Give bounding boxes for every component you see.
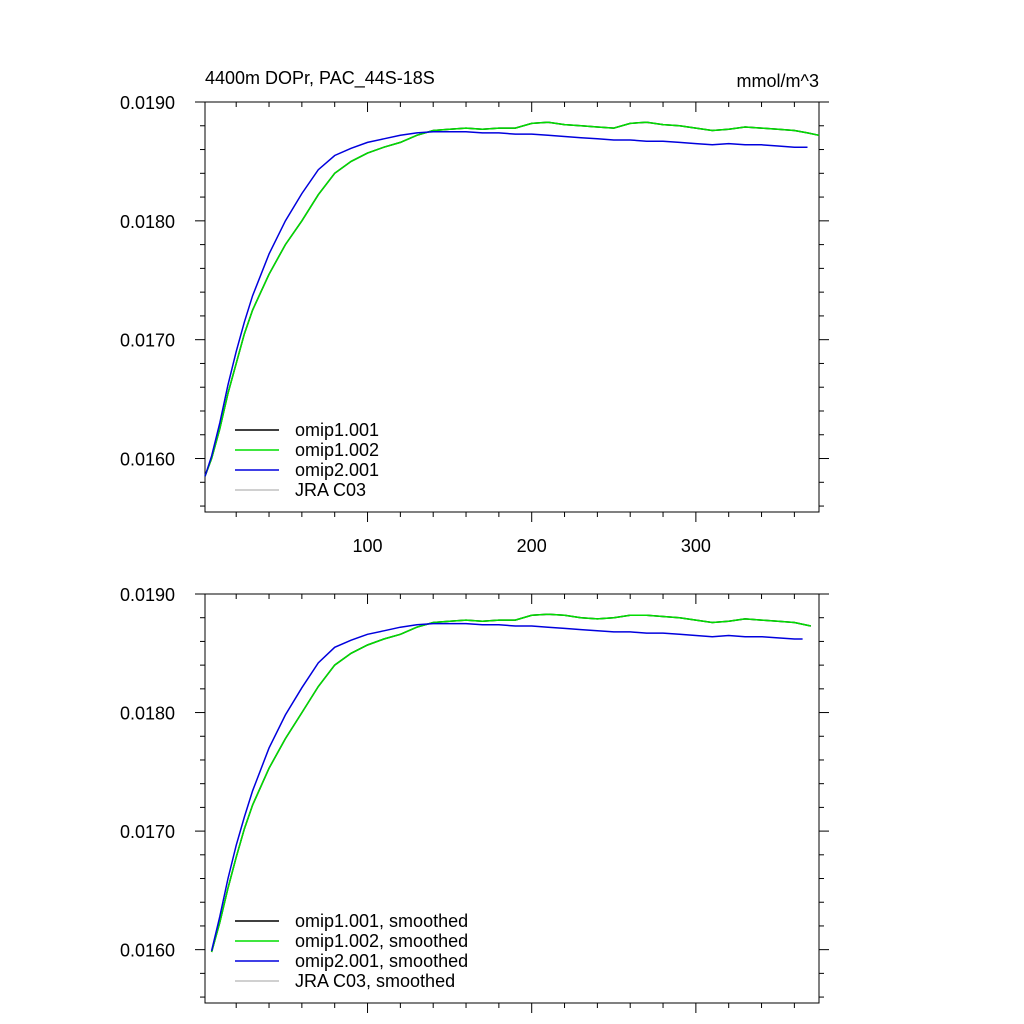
x-tick-label: 200	[517, 536, 547, 556]
y-tick-label: 0.0170	[120, 822, 175, 842]
y-tick-label: 0.0190	[120, 585, 175, 605]
y-tick-label: 0.0180	[120, 212, 175, 232]
legend-label: omip2.001	[295, 460, 379, 480]
panel-raw: 100 200 300 0.0160 0.0170 0.0180 0.0190 omip1.0…	[120, 93, 829, 556]
x-tick-label: 300	[681, 536, 711, 556]
x-tick-label: 100	[353, 536, 383, 556]
y-tick-label: 0.0160	[120, 450, 175, 470]
y-tick-label: 0.0180	[120, 704, 175, 724]
y-tick-label: 0.0170	[120, 331, 175, 351]
series-line	[210, 613, 811, 953]
legend-label: omip1.002, smoothed	[295, 931, 468, 951]
chart-units: mmol/m^3	[737, 71, 819, 91]
y-tick-label: 0.0190	[120, 93, 175, 113]
legend-label: omip1.001	[295, 420, 379, 440]
plot-frame	[204, 101, 820, 513]
y-tick-label: 0.0160	[120, 941, 175, 961]
series-line	[210, 622, 803, 951]
legend-label: JRA C03	[295, 480, 366, 500]
legend-label: omip1.002	[295, 440, 379, 460]
series-line	[204, 130, 808, 477]
legend-label: omip1.001, smoothed	[295, 911, 468, 931]
legend-label: JRA C03, smoothed	[295, 971, 455, 991]
plot-frame	[204, 593, 820, 1004]
legend-label: omip2.001, smoothed	[295, 951, 468, 971]
panel-smoothed: 0.0160 0.0170 0.0180 0.0190 omip1.001, smoot…	[120, 585, 829, 1013]
series-line	[204, 121, 820, 477]
chart-title: 4400m DOPr, PAC_44S-18S	[205, 68, 435, 89]
series-line	[210, 613, 811, 953]
